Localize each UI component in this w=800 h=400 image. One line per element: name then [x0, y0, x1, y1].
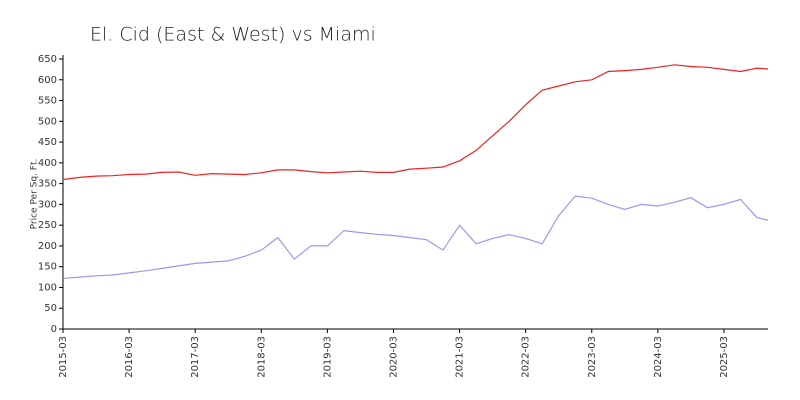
x-tick-label: 2015-03 [58, 336, 69, 378]
x-tick-label: 2019-03 [322, 336, 333, 378]
x-tick-label: 2020-03 [388, 336, 399, 378]
y-tick-label: 350 [38, 179, 57, 190]
y-tick-label: 100 [38, 282, 57, 293]
y-tick-label: 600 [38, 75, 57, 86]
x-tick-label: 2016-03 [124, 336, 135, 378]
y-axis-label: Price Per Sq. Ft. [30, 159, 40, 230]
y-tick-label: 400 [38, 158, 57, 169]
chart-title: El. Cid (East & West) vs Miami [90, 24, 376, 46]
series-line [62, 195, 769, 279]
x-tick-label: 2021-03 [455, 336, 466, 378]
y-tick-label: 250 [38, 220, 57, 231]
y-tick-label: 500 [38, 116, 57, 127]
x-tick-label: 2018-03 [256, 336, 267, 378]
y-tick-label: 200 [38, 241, 57, 252]
x-tick-label: 2017-03 [190, 336, 201, 378]
y-tick-label: 550 [38, 96, 57, 107]
x-tick-label: 2025-03 [719, 336, 730, 378]
y-tick-label: 650 [38, 54, 57, 65]
y-tick-label: 300 [38, 199, 57, 210]
x-tick-label: 2023-03 [587, 336, 598, 378]
y-tick-label: 150 [38, 262, 57, 273]
y-tick-label: 50 [44, 303, 57, 314]
y-tick-label: 450 [38, 137, 57, 148]
series-line [62, 64, 769, 181]
y-tick-label: 0 [51, 324, 57, 335]
x-tick-label: 2022-03 [521, 336, 532, 378]
x-tick-label: 2024-03 [653, 336, 664, 378]
